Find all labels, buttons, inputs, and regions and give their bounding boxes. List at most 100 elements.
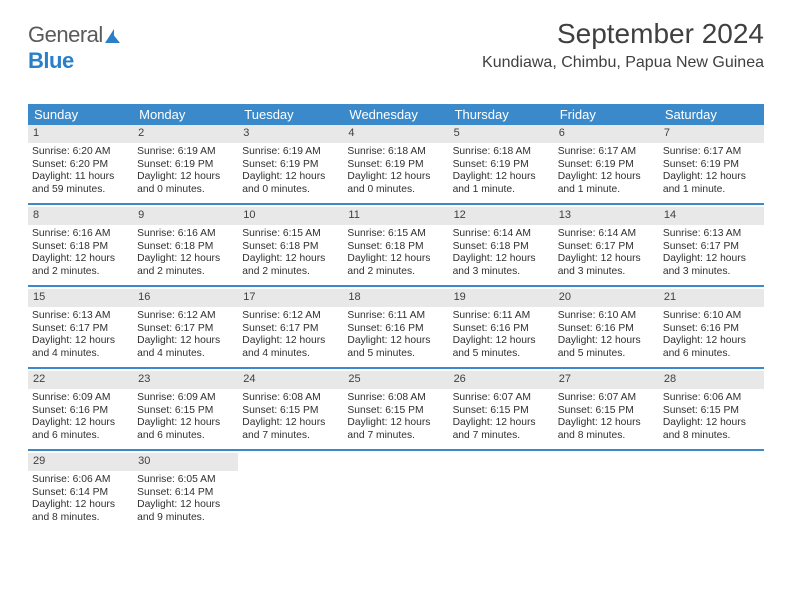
- calendar-cell: 8Sunrise: 6:16 AMSunset: 6:18 PMDaylight…: [28, 207, 133, 285]
- sunset-line: Sunset: 6:19 PM: [343, 159, 448, 172]
- sunset-line: Sunset: 6:16 PM: [659, 323, 764, 336]
- sunset-line: Sunset: 6:19 PM: [659, 159, 764, 172]
- calendar-cell: 10Sunrise: 6:15 AMSunset: 6:18 PMDayligh…: [238, 207, 343, 285]
- calendar-week: 22Sunrise: 6:09 AMSunset: 6:16 PMDayligh…: [28, 371, 764, 451]
- logo-text-2: Blue: [28, 48, 74, 73]
- calendar-cell: 19Sunrise: 6:11 AMSunset: 6:16 PMDayligh…: [449, 289, 554, 367]
- calendar-cell: 24Sunrise: 6:08 AMSunset: 6:15 PMDayligh…: [238, 371, 343, 449]
- sunset-line: Sunset: 6:18 PM: [449, 241, 554, 254]
- day-number: 5: [449, 125, 554, 143]
- sunrise-line: Sunrise: 6:11 AM: [449, 310, 554, 323]
- sunrise-line: Sunrise: 6:10 AM: [554, 310, 659, 323]
- sunrise-line: Sunrise: 6:08 AM: [343, 392, 448, 405]
- sunrise-line: Sunrise: 6:12 AM: [238, 310, 343, 323]
- daylight-line: Daylight: 12 hours and 5 minutes.: [449, 335, 554, 361]
- sunset-line: Sunset: 6:16 PM: [449, 323, 554, 336]
- daylight-line: Daylight: 12 hours and 5 minutes.: [343, 335, 448, 361]
- sunset-line: Sunset: 6:18 PM: [28, 241, 133, 254]
- calendar-cell: 25Sunrise: 6:08 AMSunset: 6:15 PMDayligh…: [343, 371, 448, 449]
- sunrise-line: Sunrise: 6:15 AM: [343, 228, 448, 241]
- sunrise-line: Sunrise: 6:17 AM: [554, 146, 659, 159]
- sunset-line: Sunset: 6:19 PM: [133, 159, 238, 172]
- day-number: 16: [133, 289, 238, 307]
- daylight-line: Daylight: 11 hours and 59 minutes.: [28, 171, 133, 197]
- weekday-header: Monday: [133, 104, 238, 125]
- sunset-line: Sunset: 6:15 PM: [343, 405, 448, 418]
- sunset-line: Sunset: 6:16 PM: [554, 323, 659, 336]
- calendar-cell: 23Sunrise: 6:09 AMSunset: 6:15 PMDayligh…: [133, 371, 238, 449]
- calendar-cell: 28Sunrise: 6:06 AMSunset: 6:15 PMDayligh…: [659, 371, 764, 449]
- calendar-cell: 9Sunrise: 6:16 AMSunset: 6:18 PMDaylight…: [133, 207, 238, 285]
- calendar-week: 15Sunrise: 6:13 AMSunset: 6:17 PMDayligh…: [28, 289, 764, 369]
- weekday-header: Saturday: [659, 104, 764, 125]
- calendar-cell: 17Sunrise: 6:12 AMSunset: 6:17 PMDayligh…: [238, 289, 343, 367]
- sunset-line: Sunset: 6:20 PM: [28, 159, 133, 172]
- sunrise-line: Sunrise: 6:20 AM: [28, 146, 133, 159]
- calendar-cell: 2 Sunrise: 6:19 AMSunset: 6:19 PMDaylight…: [133, 125, 238, 203]
- calendar-cell: 18Sunrise: 6:11 AMSunset: 6:16 PMDayligh…: [343, 289, 448, 367]
- sunrise-line: Sunrise: 6:12 AM: [133, 310, 238, 323]
- day-number: 23: [133, 371, 238, 389]
- day-number: 27: [554, 371, 659, 389]
- daylight-line: Daylight: 12 hours and 5 minutes.: [554, 335, 659, 361]
- sunset-line: Sunset: 6:14 PM: [133, 487, 238, 500]
- daylight-line: Daylight: 12 hours and 1 minute.: [659, 171, 764, 197]
- sunrise-line: Sunrise: 6:10 AM: [659, 310, 764, 323]
- sunrise-line: Sunrise: 6:13 AM: [659, 228, 764, 241]
- weekday-header: Wednesday: [343, 104, 448, 125]
- day-number: 10: [238, 207, 343, 225]
- weekday-header-row: SundayMondayTuesdayWednesdayThursdayFrid…: [28, 104, 764, 125]
- daylight-line: Daylight: 12 hours and 6 minutes.: [659, 335, 764, 361]
- daylight-line: Daylight: 12 hours and 7 minutes.: [449, 417, 554, 443]
- sunset-line: Sunset: 6:15 PM: [449, 405, 554, 418]
- calendar-cell: [238, 453, 343, 531]
- day-number: 26: [449, 371, 554, 389]
- sunrise-line: Sunrise: 6:16 AM: [28, 228, 133, 241]
- daylight-line: Daylight: 12 hours and 2 minutes.: [133, 253, 238, 279]
- weekday-header: Sunday: [28, 104, 133, 125]
- sunrise-line: Sunrise: 6:18 AM: [343, 146, 448, 159]
- calendar-cell: 13Sunrise: 6:14 AMSunset: 6:17 PMDayligh…: [554, 207, 659, 285]
- sunrise-line: Sunrise: 6:07 AM: [554, 392, 659, 405]
- sunset-line: Sunset: 6:15 PM: [238, 405, 343, 418]
- calendar-cell: 3Sunrise: 6:19 AMSunset: 6:19 PMDaylight…: [238, 125, 343, 203]
- day-number: 13: [554, 207, 659, 225]
- sunset-line: Sunset: 6:18 PM: [133, 241, 238, 254]
- day-number: 20: [554, 289, 659, 307]
- logo-sail-icon-2: [112, 33, 120, 43]
- calendar-cell: 29Sunrise: 6:06 AMSunset: 6:14 PMDayligh…: [28, 453, 133, 531]
- daylight-line: Daylight: 12 hours and 2 minutes.: [343, 253, 448, 279]
- calendar-cell: 15Sunrise: 6:13 AMSunset: 6:17 PMDayligh…: [28, 289, 133, 367]
- sunset-line: Sunset: 6:18 PM: [343, 241, 448, 254]
- sunset-line: Sunset: 6:17 PM: [28, 323, 133, 336]
- calendar-cell: [554, 453, 659, 531]
- weekday-header: Thursday: [449, 104, 554, 125]
- day-number: 3: [238, 125, 343, 143]
- sunrise-line: Sunrise: 6:19 AM: [133, 146, 238, 159]
- sunrise-line: Sunrise: 6:07 AM: [449, 392, 554, 405]
- calendar-cell: 30Sunrise: 6:05 AMSunset: 6:14 PMDayligh…: [133, 453, 238, 531]
- daylight-line: Daylight: 12 hours and 0 minutes.: [343, 171, 448, 197]
- calendar-cell: 26 Sunrise: 6:07 AMSunset: 6:15 PMDayligh…: [449, 371, 554, 449]
- sunrise-line: Sunrise: 6:05 AM: [133, 474, 238, 487]
- calendar-cell: 1Sunrise: 6:20 AMSunset: 6:20 PMDaylight…: [28, 125, 133, 203]
- calendar-cell: 16Sunrise: 6:12 AMSunset: 6:17 PMDayligh…: [133, 289, 238, 367]
- daylight-line: Daylight: 12 hours and 4 minutes.: [28, 335, 133, 361]
- sunrise-line: Sunrise: 6:11 AM: [343, 310, 448, 323]
- day-number: 25: [343, 371, 448, 389]
- sunset-line: Sunset: 6:17 PM: [238, 323, 343, 336]
- sunset-line: Sunset: 6:19 PM: [238, 159, 343, 172]
- daylight-line: Daylight: 12 hours and 8 minutes.: [28, 499, 133, 525]
- logo-text-1: General: [28, 22, 103, 47]
- weekday-header: Tuesday: [238, 104, 343, 125]
- daylight-line: Daylight: 12 hours and 3 minutes.: [554, 253, 659, 279]
- page-title: September 2024: [482, 18, 764, 50]
- weekday-header: Friday: [554, 104, 659, 125]
- day-number: 12: [449, 207, 554, 225]
- location-subtitle: Kundiawa, Chimbu, Papua New Guinea: [482, 54, 764, 72]
- brand-logo: General Blue: [28, 22, 120, 74]
- calendar-week: 8Sunrise: 6:16 AMSunset: 6:18 PMDaylight…: [28, 207, 764, 287]
- daylight-line: Daylight: 12 hours and 0 minutes.: [133, 171, 238, 197]
- calendar-cell: 20 Sunrise: 6:10 AMSunset: 6:16 PMDayligh…: [554, 289, 659, 367]
- day-number: 2: [133, 125, 238, 143]
